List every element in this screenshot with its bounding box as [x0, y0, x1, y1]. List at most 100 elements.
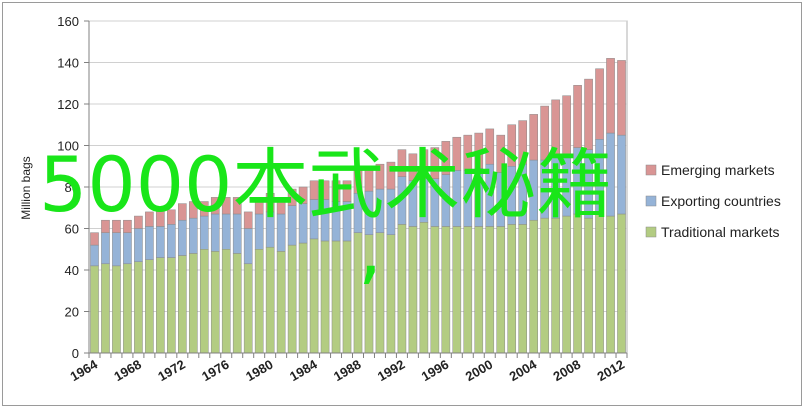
bar-segment-traditional: [540, 217, 549, 354]
bar-segment-emerging: [617, 60, 626, 136]
x-tick-label: 1988: [331, 357, 364, 384]
bar-segment-traditional: [101, 263, 110, 354]
bar-segment-emerging: [320, 180, 330, 200]
bar-segment-traditional: [419, 222, 429, 354]
bar-segment-emerging: [474, 132, 484, 169]
y-tick-label: 120: [57, 97, 79, 112]
bar-segment-traditional: [562, 215, 571, 354]
legend-swatch: [645, 164, 657, 176]
x-tick-label: 1968: [111, 357, 144, 384]
bar-segment-exporting: [90, 244, 99, 267]
bar-segment-traditional: [90, 265, 99, 354]
bar-segment-exporting: [134, 228, 143, 262]
bar-segment-emerging: [584, 78, 593, 150]
bar-segment-traditional: [254, 249, 264, 354]
bar-segment-traditional: [606, 215, 615, 354]
bar-segment-emerging: [496, 134, 506, 173]
bar-segment-emerging: [430, 147, 440, 179]
x-tick-label: 2012: [594, 357, 627, 384]
y-tick-label: 40: [65, 263, 79, 278]
bar-segment-traditional: [145, 259, 154, 354]
x-tick-label: 2004: [507, 356, 540, 384]
x-tick-label: 1972: [155, 357, 188, 384]
bar-segment-emerging: [485, 128, 495, 165]
bar-segment-traditional: [265, 246, 275, 354]
bar-segment-emerging: [463, 134, 473, 171]
bar-segment-exporting: [101, 232, 110, 265]
bar-segment-traditional: [573, 213, 582, 354]
bar-segment-emerging: [112, 219, 121, 233]
bar-segment-traditional: [221, 249, 231, 354]
bar-segment-traditional: [617, 213, 626, 354]
bar-segment-emerging: [408, 153, 418, 182]
bar-segment-emerging: [540, 105, 549, 161]
bar-segment-traditional: [112, 265, 121, 354]
bar-segment-emerging: [221, 197, 231, 215]
legend-swatch: [645, 195, 657, 207]
x-tick-label: 1984: [287, 356, 320, 384]
bar-segment-exporting: [156, 226, 165, 258]
legend-label: Emerging markets: [661, 162, 775, 178]
bar-segment-emerging: [101, 219, 110, 233]
bar-segment-traditional: [156, 257, 165, 354]
bar-segment-emerging: [562, 95, 571, 155]
bar-segment-traditional: [134, 261, 143, 354]
bar-segment-traditional: [287, 244, 297, 354]
y-tick-label: 0: [72, 346, 79, 361]
bar-segment-exporting: [145, 226, 154, 260]
bar-segment-emerging: [123, 219, 132, 233]
bar-segment-emerging: [156, 209, 165, 227]
bar-segment-emerging: [397, 149, 407, 177]
legend-swatch: [645, 226, 657, 238]
bar-segment-emerging: [375, 163, 385, 190]
bar-segment-traditional: [309, 238, 319, 354]
bar-segment-emerging: [419, 149, 429, 179]
bar-segment-traditional: [210, 251, 220, 354]
bar-segment-exporting: [617, 134, 626, 215]
y-tick-label: 140: [57, 56, 79, 71]
bar-segment-emerging: [178, 203, 187, 221]
bar-segment-emerging: [507, 124, 517, 167]
bar-segment-emerging: [265, 192, 275, 213]
bar-segment-emerging: [529, 114, 538, 161]
x-tick-label: 1996: [419, 357, 452, 384]
bar-segment-emerging: [518, 120, 528, 165]
bar-segment-emerging: [210, 197, 220, 215]
bar-segment-emerging: [441, 141, 451, 175]
bar-segment-emerging: [342, 180, 352, 202]
x-tick-label: 2008: [551, 357, 584, 384]
bar-segment-traditional: [386, 234, 396, 354]
bar-segment-traditional: [452, 226, 462, 354]
bar-segment-emerging: [452, 136, 462, 171]
bar-segment-emerging: [551, 99, 560, 157]
bar-segment-emerging: [232, 197, 242, 215]
bar-segment-traditional: [518, 224, 528, 354]
bar-segment-traditional: [507, 224, 517, 354]
bar-segment-emerging: [199, 201, 209, 217]
bar-segment-emerging: [254, 199, 264, 215]
bar-segment-emerging: [595, 68, 604, 140]
bar-segment-emerging: [243, 211, 253, 229]
bar-segment-traditional: [485, 226, 495, 354]
bar-segment-traditional: [496, 226, 506, 354]
bar-segment-traditional: [188, 253, 198, 354]
y-tick-label: 80: [65, 180, 79, 195]
x-tick-label: 1976: [199, 357, 232, 384]
bar-segment-traditional: [298, 242, 308, 354]
y-tick-label: 20: [65, 305, 79, 320]
bar-segment-traditional: [199, 249, 209, 354]
bar-segment-emerging: [298, 186, 308, 204]
bar-segment-emerging: [287, 188, 297, 206]
y-tick-labels: 0 20 40 60 80 100 120 140 160: [57, 14, 79, 361]
y-tick-label: 60: [65, 222, 79, 237]
bar-segment-emerging: [90, 232, 99, 246]
bar-segment-traditional: [167, 257, 176, 354]
bar-segment-traditional: [178, 255, 187, 354]
bar-segment-exporting: [112, 232, 121, 267]
bar-segment-traditional: [529, 219, 538, 354]
bar-segment-traditional: [595, 213, 604, 354]
bar-segment-emerging: [573, 85, 582, 148]
bar-segment-traditional: [342, 240, 352, 354]
bar-segment-traditional: [397, 224, 407, 354]
